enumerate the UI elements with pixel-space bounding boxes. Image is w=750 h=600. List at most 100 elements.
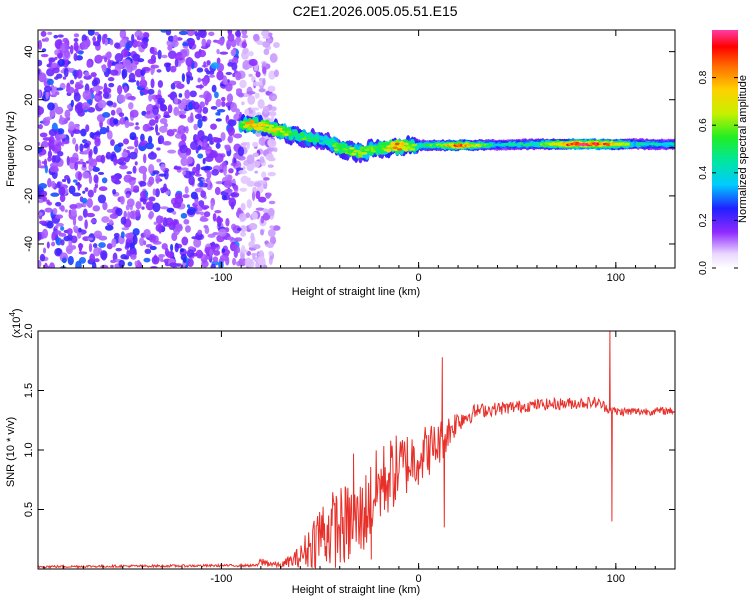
spectrogram-noise-cell bbox=[236, 88, 243, 93]
spectrogram-ridge-cell bbox=[277, 127, 283, 131]
spectrogram-ridge-cell bbox=[409, 148, 416, 151]
spectrogram-noise-cell bbox=[125, 193, 131, 199]
spectrogram-ridge-cell bbox=[264, 124, 270, 127]
colorbar: 0.0 0.2 0.4 0.6 0.8 Normalized spectral ampl… bbox=[698, 30, 749, 275]
spectrogram-ridge-cell bbox=[284, 133, 290, 136]
spectrogram-noise-cell bbox=[133, 185, 140, 192]
spectrogram-ridge-cell bbox=[488, 143, 494, 147]
spectrogram-noise-cell bbox=[40, 53, 49, 58]
spectrogram-noise-cell bbox=[94, 54, 103, 64]
spectrogram-noise-cell bbox=[154, 115, 159, 124]
spectrogram-noise-cell bbox=[83, 142, 90, 148]
spectrogram-noise-cell bbox=[268, 70, 276, 80]
spectrogram-noise-cell bbox=[109, 213, 119, 219]
spectrogram-noise-cell bbox=[69, 44, 74, 55]
spectrogram-noise-cell bbox=[81, 102, 90, 110]
spectrogram-noise-cell bbox=[200, 211, 204, 216]
spectrogram-noise-cell bbox=[148, 213, 152, 219]
spectrogram-noise-cell bbox=[182, 170, 187, 176]
spectrogram-noise-cell bbox=[179, 144, 188, 154]
spectrogram-noise-cell bbox=[98, 242, 106, 248]
spectrogram-panel: -100 0 100 -40 -20 0 20 40 Height of straight l… bbox=[5, 29, 676, 298]
spectrogram-noise-cell bbox=[84, 187, 89, 192]
spectrogram-noise-cell bbox=[248, 51, 254, 57]
spectrogram-noise-cell bbox=[228, 197, 237, 208]
spectrogram-noise-cell bbox=[129, 109, 139, 118]
spectrogram-noise-cell bbox=[268, 200, 276, 205]
spectrogram-ridge-cell bbox=[364, 148, 370, 152]
spectrogram-noise-cell bbox=[38, 106, 45, 115]
spectrogram-noise-cell bbox=[216, 217, 224, 224]
spectrogram-noise-cell bbox=[136, 259, 141, 268]
spectrogram-noise-cell bbox=[223, 166, 227, 176]
spectrogram-noise-cell bbox=[215, 118, 222, 122]
spectrogram-noise-cell bbox=[106, 208, 116, 213]
spectrogram-noise-cell bbox=[38, 199, 44, 204]
spectrogram-noise-cell bbox=[162, 114, 171, 119]
spectrogram-noise-cell bbox=[197, 144, 202, 151]
spectrogram-noise-cell bbox=[150, 66, 154, 76]
spectrogram-noise-cell bbox=[125, 42, 131, 51]
spectrogram-noise-cell bbox=[239, 225, 248, 233]
spectrogram-noise-cell bbox=[131, 33, 135, 44]
spectrogram-noise-cell bbox=[191, 236, 200, 240]
spectrogram-noise-cell bbox=[82, 90, 92, 101]
spectrogram-noise-cell bbox=[202, 76, 209, 87]
spectrogram-noise-cell bbox=[148, 233, 157, 243]
spectrogram-noise-cell bbox=[55, 214, 64, 219]
spectrogram-noise-cell bbox=[121, 151, 129, 158]
spectrogram-noise-cell bbox=[178, 93, 183, 98]
spectrogram-noise-cell bbox=[134, 40, 142, 47]
spectrogram-marks bbox=[38, 30, 675, 268]
spectrogram-noise-cell bbox=[118, 161, 127, 166]
spectrogram-noise-cell bbox=[60, 239, 65, 246]
spectrogram-noise-cell bbox=[103, 82, 108, 93]
spectrogram-noise-cell bbox=[156, 69, 162, 73]
spectrogram-noise-cell bbox=[151, 255, 160, 265]
spectrogram-ridge-cell bbox=[396, 148, 403, 151]
spectrogram-noise-cell bbox=[69, 203, 78, 210]
spectrogram-ridge-cell bbox=[299, 132, 305, 137]
spectrogram-noise-cell bbox=[252, 33, 260, 42]
spectrogram-ytick-label: -40 bbox=[23, 236, 35, 252]
spectrogram-noise-cell bbox=[86, 60, 92, 68]
spectrogram-noise-cell bbox=[226, 93, 234, 104]
spectrogram-noise-cell bbox=[168, 221, 176, 231]
spectrogram-noise-cell bbox=[181, 73, 185, 82]
spectrogram-noise-cell bbox=[78, 227, 82, 233]
spectrogram-noise-cell bbox=[101, 177, 108, 184]
spectrogram-ytick-label: 40 bbox=[23, 46, 35, 58]
spectrogram-noise-cell bbox=[177, 51, 183, 57]
spectrogram-ridge-cell bbox=[518, 142, 524, 146]
spectrogram-noise-cell bbox=[204, 156, 214, 162]
spectrogram-noise-cell bbox=[179, 152, 188, 159]
spectrogram-noise-cell bbox=[214, 91, 219, 99]
spectrogram-noise-cell bbox=[194, 198, 199, 206]
spectrogram-noise-cell bbox=[70, 157, 79, 162]
spectrogram-noise-cell bbox=[185, 56, 194, 67]
spectrogram-noise-cell bbox=[255, 71, 261, 78]
colorbar-tick-label: 0.8 bbox=[698, 70, 709, 84]
spectrogram-noise-cell bbox=[241, 30, 248, 36]
spectrogram-noise-cell bbox=[184, 89, 191, 99]
snr-xtick-label: -100 bbox=[210, 573, 232, 585]
spectrogram-noise-cell bbox=[48, 139, 55, 150]
spectrogram-noise-cell bbox=[138, 165, 148, 174]
spectrogram-noise-cell bbox=[142, 198, 147, 205]
spectrogram-noise-cell bbox=[244, 257, 252, 268]
colorbar-tick-label: 0.4 bbox=[698, 165, 709, 179]
spectrogram-noise-cell bbox=[111, 174, 120, 184]
spectrogram-noise-cell bbox=[72, 192, 82, 197]
spectrogram-noise-cell bbox=[236, 246, 241, 254]
spectrogram-noise-cell bbox=[215, 142, 221, 149]
spectrogram-noise-cell bbox=[43, 158, 48, 168]
spectrogram-noise-cell bbox=[180, 212, 188, 219]
spectrogram-noise-cell bbox=[216, 48, 220, 55]
spectrogram-noise-cell bbox=[258, 88, 266, 93]
spectrogram-noise-cell bbox=[181, 133, 187, 143]
spectrogram-ridge-cell bbox=[663, 142, 669, 146]
spectrogram-noise-cell bbox=[78, 251, 88, 255]
spectrogram-noise-cell bbox=[204, 145, 212, 152]
spectrogram-noise-cell bbox=[152, 106, 159, 115]
spectrogram-noise-cell bbox=[267, 38, 274, 43]
